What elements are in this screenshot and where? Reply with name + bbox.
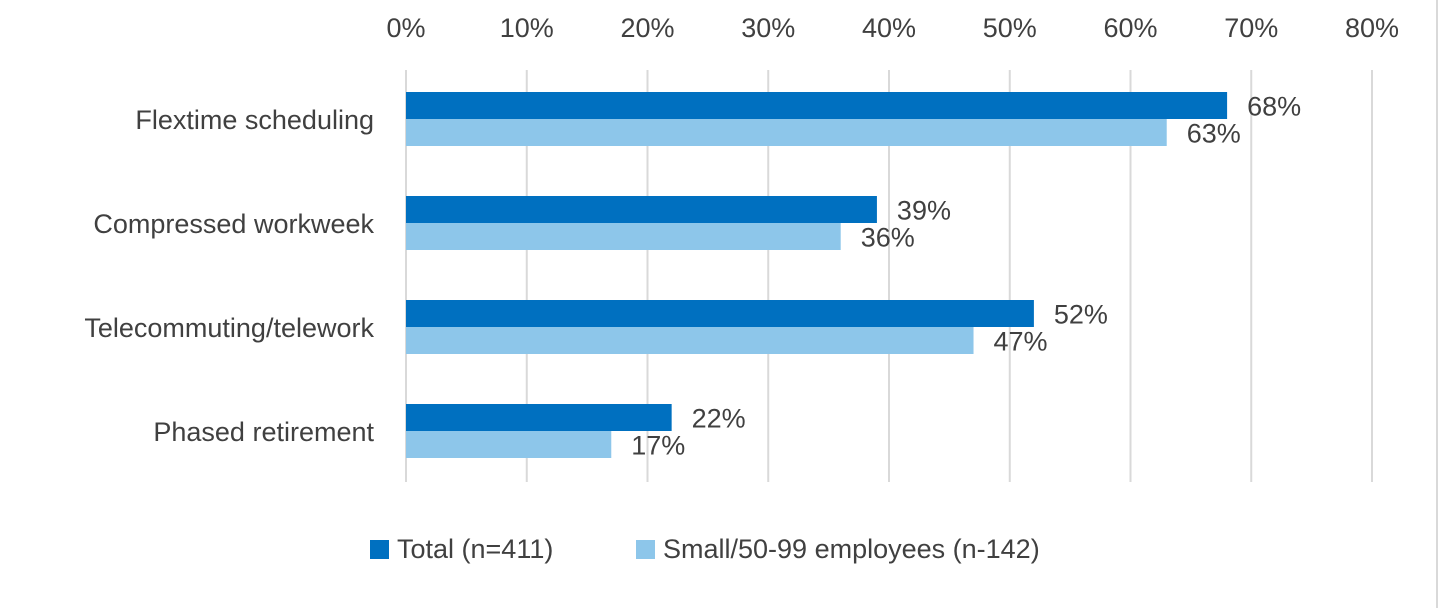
data-label: 63% [1187, 119, 1241, 149]
x-tick-label: 30% [741, 13, 795, 43]
bar-small-3 [406, 431, 612, 458]
bar-total-0 [406, 92, 1228, 119]
category-label: Telecommuting/telework [84, 313, 374, 343]
legend-swatch [370, 540, 389, 559]
data-label: 39% [897, 196, 951, 226]
data-label: 52% [1054, 300, 1108, 330]
legend-label: Small/50-99 employees (n-142) [663, 534, 1040, 564]
category-label: Compressed workweek [93, 209, 374, 239]
x-tick-label: 10% [500, 13, 554, 43]
x-tick-label: 80% [1345, 13, 1399, 43]
category-labels: Flextime scheduling Compressed workweek Te… [84, 105, 374, 447]
legend-label: Total (n=411) [397, 534, 553, 564]
x-tick-label: 40% [862, 13, 916, 43]
legend-swatch [636, 540, 655, 559]
data-label: 17% [631, 431, 685, 461]
data-label: 68% [1247, 92, 1301, 122]
x-tick-label: 20% [620, 13, 674, 43]
bar-small-1 [406, 223, 841, 250]
bar-total-2 [406, 300, 1034, 327]
bar-total-3 [406, 404, 672, 431]
bar-small-0 [406, 119, 1167, 146]
bar-small-2 [406, 327, 974, 354]
category-label: Phased retirement [153, 417, 374, 447]
data-labels: 68%63% 39%36% 52%47% 22%17% [631, 92, 1301, 461]
x-tick-label: 70% [1224, 13, 1278, 43]
x-tick-label: 0% [386, 13, 425, 43]
x-axis-tick-labels: 0% 10% 20% 30% 40% 50% 60% 70% 80% [386, 13, 1399, 43]
data-label: 36% [861, 223, 915, 253]
bars [406, 92, 1228, 458]
data-label: 47% [994, 327, 1048, 357]
x-tick-label: 50% [983, 13, 1037, 43]
data-label: 22% [692, 404, 746, 434]
x-tick-label: 60% [1103, 13, 1157, 43]
legend: Total (n=411) Small/50-99 employees (n-14… [370, 534, 1040, 564]
category-label: Flextime scheduling [135, 105, 374, 135]
bar-total-1 [406, 196, 877, 223]
